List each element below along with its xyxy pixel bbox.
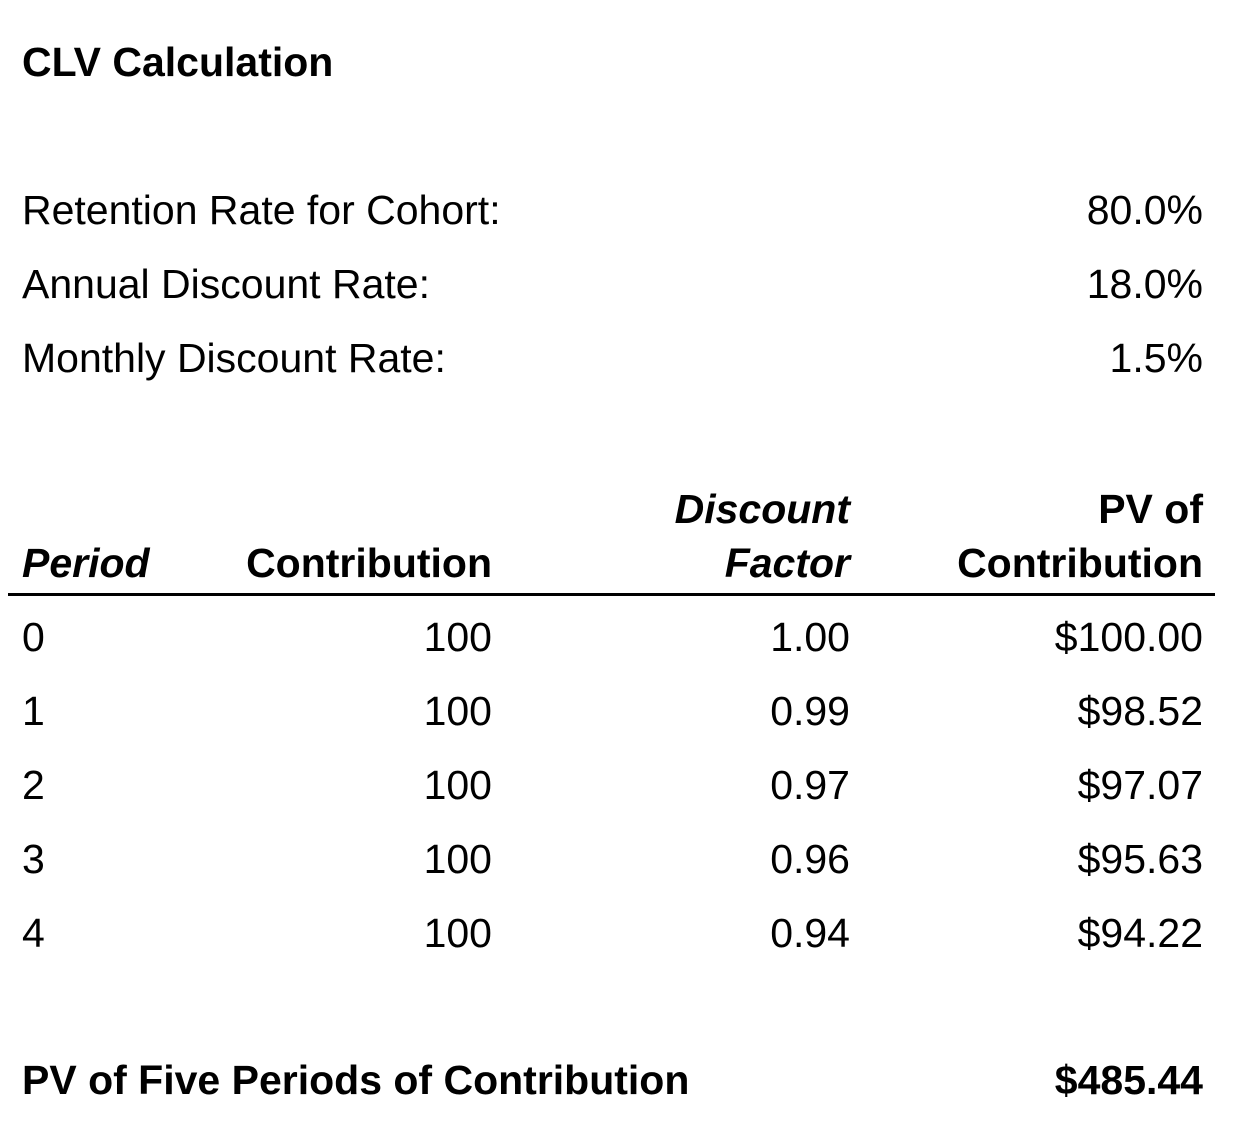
- table-cell: 0: [22, 614, 45, 660]
- column-header: Contribution: [246, 540, 492, 586]
- parameter-value: 1.5%: [1109, 335, 1203, 381]
- table-cell: 0.97: [770, 762, 850, 808]
- table-cell: 100: [423, 836, 492, 882]
- column-header: PV of: [1098, 486, 1203, 532]
- table-cell: $100.00: [1054, 614, 1203, 660]
- column-header: Contribution: [957, 540, 1203, 586]
- table-cell: 0.99: [770, 688, 850, 734]
- parameter-label: Monthly Discount Rate:: [22, 335, 446, 381]
- parameter-label: Annual Discount Rate:: [22, 261, 430, 307]
- table-cell: 2: [22, 762, 45, 808]
- parameter-label: Retention Rate for Cohort:: [22, 187, 501, 233]
- column-header: Discount: [674, 486, 850, 532]
- table-cell: $95.63: [1077, 836, 1203, 882]
- table-cell: 100: [423, 688, 492, 734]
- table-cell: $97.07: [1077, 762, 1203, 808]
- total-value: $485.44: [1054, 1057, 1203, 1103]
- table-cell: $98.52: [1077, 688, 1203, 734]
- table-cell: 4: [22, 910, 45, 956]
- table-cell: 100: [423, 762, 492, 808]
- column-header: Period: [22, 540, 150, 586]
- table-cell: 1.00: [770, 614, 850, 660]
- table-cell: $94.22: [1077, 910, 1203, 956]
- table-cell: 1: [22, 688, 45, 734]
- parameter-value: 80.0%: [1086, 187, 1203, 233]
- parameter-value: 18.0%: [1086, 261, 1203, 307]
- table-cell: 100: [423, 614, 492, 660]
- title: CLV Calculation: [22, 39, 334, 85]
- table-cell: 100: [423, 910, 492, 956]
- table-cell: 3: [22, 836, 45, 882]
- table-cell: 0.96: [770, 836, 850, 882]
- header-rule: [8, 593, 1215, 596]
- column-header: Factor: [724, 540, 850, 586]
- table-cell: 0.94: [770, 910, 850, 956]
- total-label: PV of Five Periods of Contribution: [22, 1057, 690, 1103]
